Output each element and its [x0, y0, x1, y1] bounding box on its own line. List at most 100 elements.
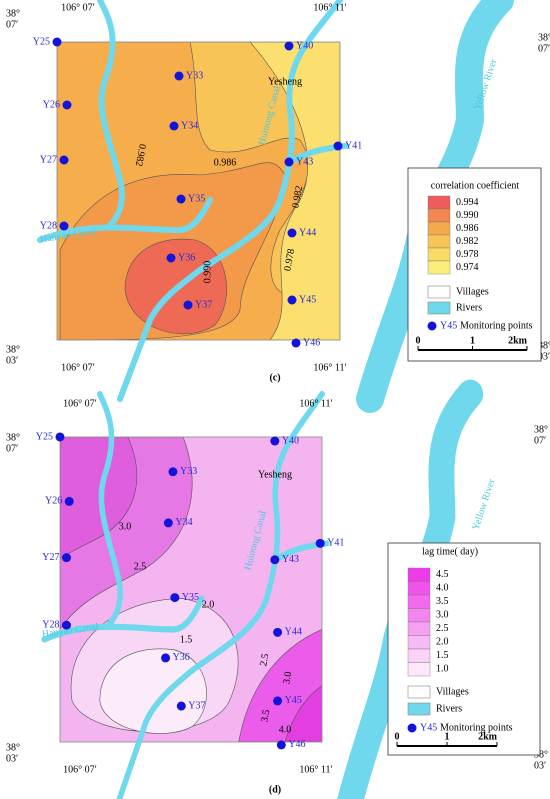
map-area — [57, 42, 340, 340]
monitoring-point — [166, 253, 176, 263]
town-label: Yesheng — [258, 469, 292, 480]
contour-label: 0.978 — [282, 248, 297, 272]
caption: (d) — [269, 784, 281, 795]
well-label: Y26 — [43, 99, 60, 110]
scale-label: 2km — [478, 731, 498, 742]
lat-label: 38° — [6, 432, 20, 443]
river — [117, 0, 343, 402]
contour-label: 0.990 — [202, 261, 213, 284]
map — [41, 379, 484, 799]
legend-label: Villages — [436, 686, 469, 697]
monitoring-point — [287, 228, 297, 238]
well-label: Y41 — [327, 538, 344, 549]
monitoring-point — [183, 300, 193, 310]
monitoring-point — [170, 593, 180, 603]
legend-swatch — [427, 234, 451, 249]
legend-label: 0.994 — [456, 197, 479, 208]
legend-label: 1.5 — [436, 650, 449, 661]
well-label: Y46 — [303, 337, 320, 348]
legend-label: Rivers — [456, 302, 482, 313]
well-label: Y45 — [285, 695, 302, 706]
legend-swatch — [407, 608, 431, 623]
scale-label: 1 — [470, 335, 475, 346]
river — [97, 0, 125, 228]
well-label: Y41 — [345, 140, 362, 151]
contour-label: 4.0 — [279, 724, 292, 735]
lat-label: 38° — [534, 749, 548, 760]
monitoring-point — [62, 100, 72, 110]
legend-label: 2.0 — [436, 637, 449, 648]
lat-label: 03′ — [538, 351, 550, 362]
legend-label: 0.990 — [456, 210, 479, 221]
well-label: Y43 — [296, 156, 313, 167]
legend-label: 0.974 — [456, 262, 479, 273]
monitoring-point — [273, 627, 283, 637]
scale-label: 2km — [508, 335, 528, 346]
well-label: Y34 — [175, 517, 192, 528]
legend-swatch — [427, 208, 451, 223]
scale-label: 0 — [416, 335, 421, 346]
well-label: Y27 — [42, 552, 59, 563]
legend-villages-swatch — [407, 685, 431, 699]
contour-label: 2.5 — [258, 653, 271, 667]
legend-swatch — [407, 581, 431, 596]
monitoring-point — [59, 155, 69, 165]
legend-swatch — [407, 594, 431, 609]
monitoring-point — [270, 436, 280, 446]
legend-swatch — [407, 635, 431, 650]
legend-rivers-swatch — [407, 702, 431, 716]
well-label: Y33 — [180, 466, 197, 477]
legend-swatch — [407, 662, 431, 677]
map-area — [60, 437, 322, 742]
well-label: Y44 — [285, 627, 302, 638]
monitoring-point — [284, 157, 294, 167]
town-label: Yesheng — [268, 76, 302, 87]
legend-title: lag time( day) — [422, 546, 478, 557]
lon-label: 106° 11′ — [299, 398, 332, 409]
map-frame — [56, 41, 341, 341]
legend-label: 2.5 — [436, 623, 449, 634]
river — [116, 390, 325, 799]
lon-label: 106° 11′ — [313, 2, 346, 13]
lon-label: 106° 11′ — [313, 362, 346, 373]
contour-label: 2.0 — [202, 599, 215, 610]
lat-label: 07′ — [538, 43, 550, 54]
lon-label: 106° 07′ — [61, 362, 95, 373]
well-label: Y28 — [40, 220, 57, 231]
legend-swatch — [407, 621, 431, 636]
well-label: Y25 — [36, 431, 53, 442]
monitoring-point — [270, 555, 280, 565]
well-label: Y27 — [40, 154, 57, 165]
contour-fill — [99, 648, 207, 734]
monitoring-point — [59, 221, 69, 231]
well-label: Y36 — [178, 252, 195, 263]
lat-label: 38° — [538, 340, 550, 351]
monitoring-point — [174, 71, 184, 81]
contour-label: 0.982 — [133, 143, 148, 167]
legend-swatch — [407, 567, 431, 582]
map-frame — [59, 436, 323, 743]
contour-label: 3.0 — [119, 521, 132, 532]
monitoring-point — [276, 740, 286, 750]
monitoring-point — [168, 467, 178, 477]
legend-swatch — [427, 247, 451, 262]
monitoring-point — [284, 41, 294, 51]
legend-label: Rivers — [436, 703, 462, 714]
legend-label: Monitoring points — [440, 722, 513, 733]
lon-label: 106° 11′ — [299, 764, 332, 775]
river — [97, 390, 123, 628]
monitoring-point — [176, 701, 186, 711]
lat-label: 38° — [538, 32, 550, 43]
legend-title: correlation coefficient — [431, 180, 520, 191]
lat-label: 38° — [6, 8, 20, 19]
legend-label: 3.0 — [436, 610, 449, 621]
contour-label: 3.5 — [259, 709, 272, 723]
well-label: Y46 — [288, 739, 305, 750]
well-label: Y44 — [299, 227, 316, 238]
monitoring-point — [64, 496, 74, 506]
legend-label: Y45 — [440, 320, 457, 331]
water-label: Yellow River — [471, 477, 498, 532]
well-label: Y37 — [188, 700, 205, 711]
legend-label: Villages — [456, 286, 489, 297]
